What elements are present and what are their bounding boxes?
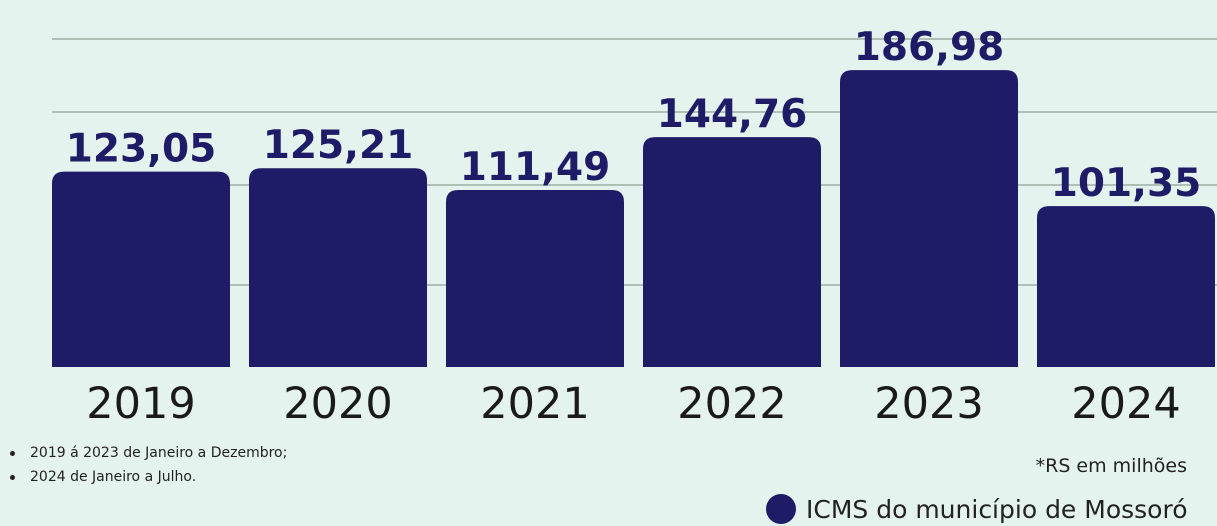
tick-label-2023: 2023: [874, 379, 983, 429]
tick-label-2022: 2022: [677, 379, 786, 429]
data-label-2019: 123,05: [66, 127, 217, 172]
bullet-icon: [10, 450, 15, 456]
footnote-text: 2024 de Janeiro a Julho.: [30, 469, 197, 485]
tick-label-2020: 2020: [283, 379, 392, 429]
value-labels: 123,05 125,21 111,49 144,76 186,98 101,35: [66, 25, 1202, 206]
bar-2020: [249, 168, 427, 367]
bars: [52, 70, 1215, 368]
data-label-2023: 186,98: [854, 25, 1005, 70]
x-axis-labels: 2019 2020 2021 2022 2023 2024: [86, 379, 1180, 429]
legend: ICMS do município de Mossoró: [766, 494, 1188, 524]
bar-2021: [446, 189, 624, 367]
data-label-2022: 144,76: [657, 92, 808, 137]
footnote-text: 2019 á 2023 de Janeiro a Dezembro;: [30, 445, 288, 461]
bar-2019: [52, 171, 230, 367]
tick-label-2024: 2024: [1071, 379, 1180, 429]
legend-label: ICMS do município de Mossoró: [806, 494, 1188, 524]
data-label-2020: 125,21: [263, 123, 414, 168]
footnote-item: 2019 á 2023 de Janeiro a Dezembro;: [10, 441, 287, 465]
bar-2023: [840, 70, 1018, 368]
legend-swatch-icon: [766, 494, 796, 524]
bar-2022: [643, 137, 821, 367]
bar-2024: [1037, 206, 1215, 367]
tick-label-2021: 2021: [480, 379, 589, 429]
data-label-2021: 111,49: [460, 145, 611, 190]
tick-label-2019: 2019: [86, 379, 195, 429]
unit-note: *RS em milhões: [1035, 455, 1187, 477]
footnote-item: 2024 de Janeiro a Julho.: [10, 465, 287, 489]
data-label-2024: 101,35: [1051, 161, 1202, 206]
footnotes: 2019 á 2023 de Janeiro a Dezembro; 2024 …: [10, 441, 287, 489]
bullet-icon: [10, 474, 15, 480]
gridlines: [52, 38, 1217, 286]
